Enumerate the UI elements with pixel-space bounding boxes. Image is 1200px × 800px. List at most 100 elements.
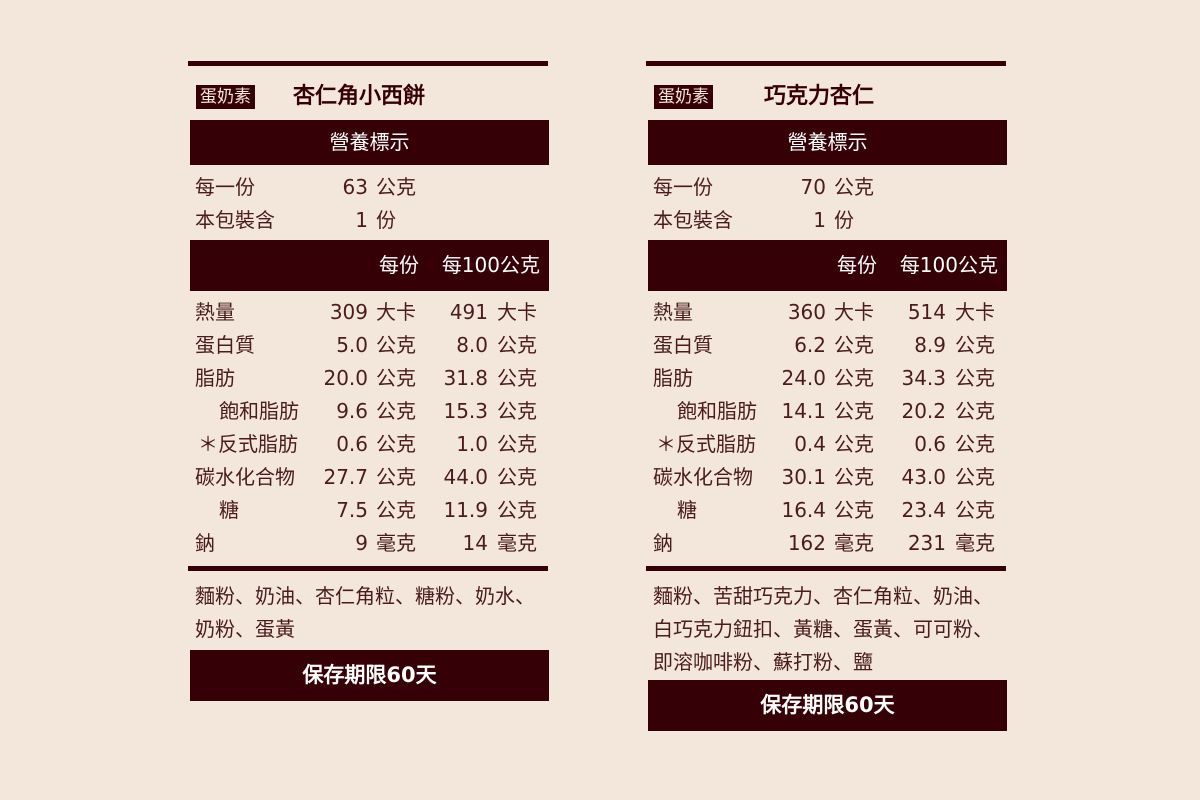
per-serving-unit: 毫克 [834,531,874,555]
nutrition-header: 營養標示 [190,120,549,165]
serving-label: 每一份 [195,175,255,199]
nutrient-name: 熱量 [653,300,693,324]
per-100g-value: 34.3 [901,366,946,390]
per-serving-unit: 毫克 [376,531,416,555]
nutrient-row: 脂肪 24.0 公克 34.3 公克 [648,363,1008,393]
per-100g-unit: 公克 [955,465,995,489]
per-serving-unit: 公克 [834,465,874,489]
nutrient-name: 脂肪 [195,366,235,390]
nutrient-name: 飽和脂肪 [219,399,299,423]
nutrition-label: 蛋奶素 杏仁角小西餅 營養標示 每一份 63 公克 本包裝含 1 份 每份 每1… [188,0,550,800]
per-serving-unit: 公克 [834,399,874,423]
per-100g-value: 31.8 [443,366,488,390]
nutrient-name: 脂肪 [653,366,693,390]
nutrient-row: 熱量 360 大卡 514 大卡 [648,297,1008,327]
nutrient-name: 鈉 [653,531,673,555]
top-rule [646,61,1006,66]
per-serving-value: 16.4 [781,498,826,522]
per-100g-unit: 公克 [497,465,537,489]
nutrient-name: 碳水化合物 [195,465,295,489]
nutrient-row: 蛋白質 5.0 公克 8.0 公克 [190,330,550,360]
nutrient-name: 糖 [219,498,239,522]
per-serving-value: 24.0 [781,366,826,390]
per-serving-unit: 公克 [376,399,416,423]
col-per-100g: 每100公克 [899,253,998,277]
per-serving-value: 0.4 [794,432,826,456]
product-name: 巧克力杏仁 [764,84,875,109]
per-100g-value: 20.2 [901,399,946,423]
column-header: 每份 每100公克 [648,240,1007,291]
per-serving-value: 14.1 [781,399,826,423]
nutrition-label: 蛋奶素 巧克力杏仁 營養標示 每一份 70 公克 本包裝含 1 份 每份 每10… [646,0,1008,800]
pack-value: 1 [813,208,826,232]
nutrient-name: 蛋白質 [195,333,255,357]
nutrient-name: ＊反式脂肪 [198,432,298,456]
per-serving-unit: 公克 [376,366,416,390]
per-serving-value: 162 [787,531,826,555]
serving-value: 70 [800,175,826,199]
per-100g-value: 43.0 [901,465,946,489]
per-serving-value: 9 [355,531,368,555]
per-100g-unit: 公克 [497,399,537,423]
per-100g-value: 11.9 [443,498,488,522]
per-100g-value: 8.9 [914,333,946,357]
per-serving-value: 0.6 [336,432,368,456]
serving-value: 63 [342,175,368,199]
pack-label: 本包裝含 [653,208,733,232]
serving-label: 每一份 [653,175,713,199]
nutrient-row: ＊反式脂肪 0.4 公克 0.6 公克 [648,429,1008,459]
per-100g-unit: 公克 [955,498,995,522]
col-per-serving: 每份 [837,253,877,277]
pack-label: 本包裝含 [195,208,275,232]
col-per-serving: 每份 [379,253,419,277]
nutrient-row: 糖 7.5 公克 11.9 公克 [190,495,550,525]
per-serving-unit: 公克 [834,432,874,456]
divider-rule [188,566,548,571]
per-serving-unit: 大卡 [376,300,416,324]
per-100g-unit: 公克 [955,399,995,423]
per-100g-value: 23.4 [901,498,946,522]
per-100g-unit: 公克 [955,333,995,357]
nutrient-name: 熱量 [195,300,235,324]
diet-tag: 蛋奶素 [654,85,713,109]
per-100g-unit: 毫克 [955,531,995,555]
per-100g-value: 231 [907,531,946,555]
nutrient-name: 鈉 [195,531,215,555]
per-serving-unit: 公克 [834,333,874,357]
nutrition-header: 營養標示 [648,120,1007,165]
nutrient-row: 鈉 162 毫克 231 毫克 [648,528,1008,558]
nutrient-row: 糖 16.4 公克 23.4 公克 [648,495,1008,525]
per-100g-value: 44.0 [443,465,488,489]
per-100g-unit: 公克 [497,366,537,390]
per-100g-value: 0.6 [914,432,946,456]
servings-per-pack-row: 本包裝含 1 份 [190,205,550,235]
nutrient-row: 飽和脂肪 14.1 公克 20.2 公克 [648,396,1008,426]
nutrient-row: 碳水化合物 27.7 公克 44.0 公克 [190,462,550,492]
per-100g-unit: 公克 [497,432,537,456]
per-100g-value: 1.0 [456,432,488,456]
per-100g-unit: 公克 [497,333,537,357]
per-serving-value: 309 [329,300,368,324]
nutrient-name: 糖 [677,498,697,522]
per-serving-unit: 公克 [376,333,416,357]
per-serving-value: 6.2 [794,333,826,357]
per-serving-value: 27.7 [323,465,368,489]
per-serving-unit: 公克 [376,465,416,489]
ingredients: 麵粉、苦甜巧克力、杏仁角粒、奶油、白巧克力鈕扣、黃糖、蛋黃、可可粉、即溶咖啡粉、… [653,584,993,674]
serving-size-row: 每一份 63 公克 [190,172,550,202]
divider-rule [646,566,1006,571]
servings-per-pack-row: 本包裝含 1 份 [648,205,1008,235]
per-serving-unit: 公克 [834,498,874,522]
serving-unit: 公克 [376,175,416,199]
per-100g-unit: 大卡 [955,300,995,324]
nutrient-row: 蛋白質 6.2 公克 8.9 公克 [648,330,1008,360]
pack-unit: 份 [834,208,854,232]
per-serving-unit: 公克 [376,432,416,456]
serving-size-row: 每一份 70 公克 [648,172,1008,202]
per-100g-value: 514 [907,300,946,324]
nutrient-row: ＊反式脂肪 0.6 公克 1.0 公克 [190,429,550,459]
col-per-100g: 每100公克 [441,253,540,277]
nutrient-row: 脂肪 20.0 公克 31.8 公克 [190,363,550,393]
shelf-life: 保存期限60天 [190,650,549,701]
product-name: 杏仁角小西餅 [293,84,426,109]
